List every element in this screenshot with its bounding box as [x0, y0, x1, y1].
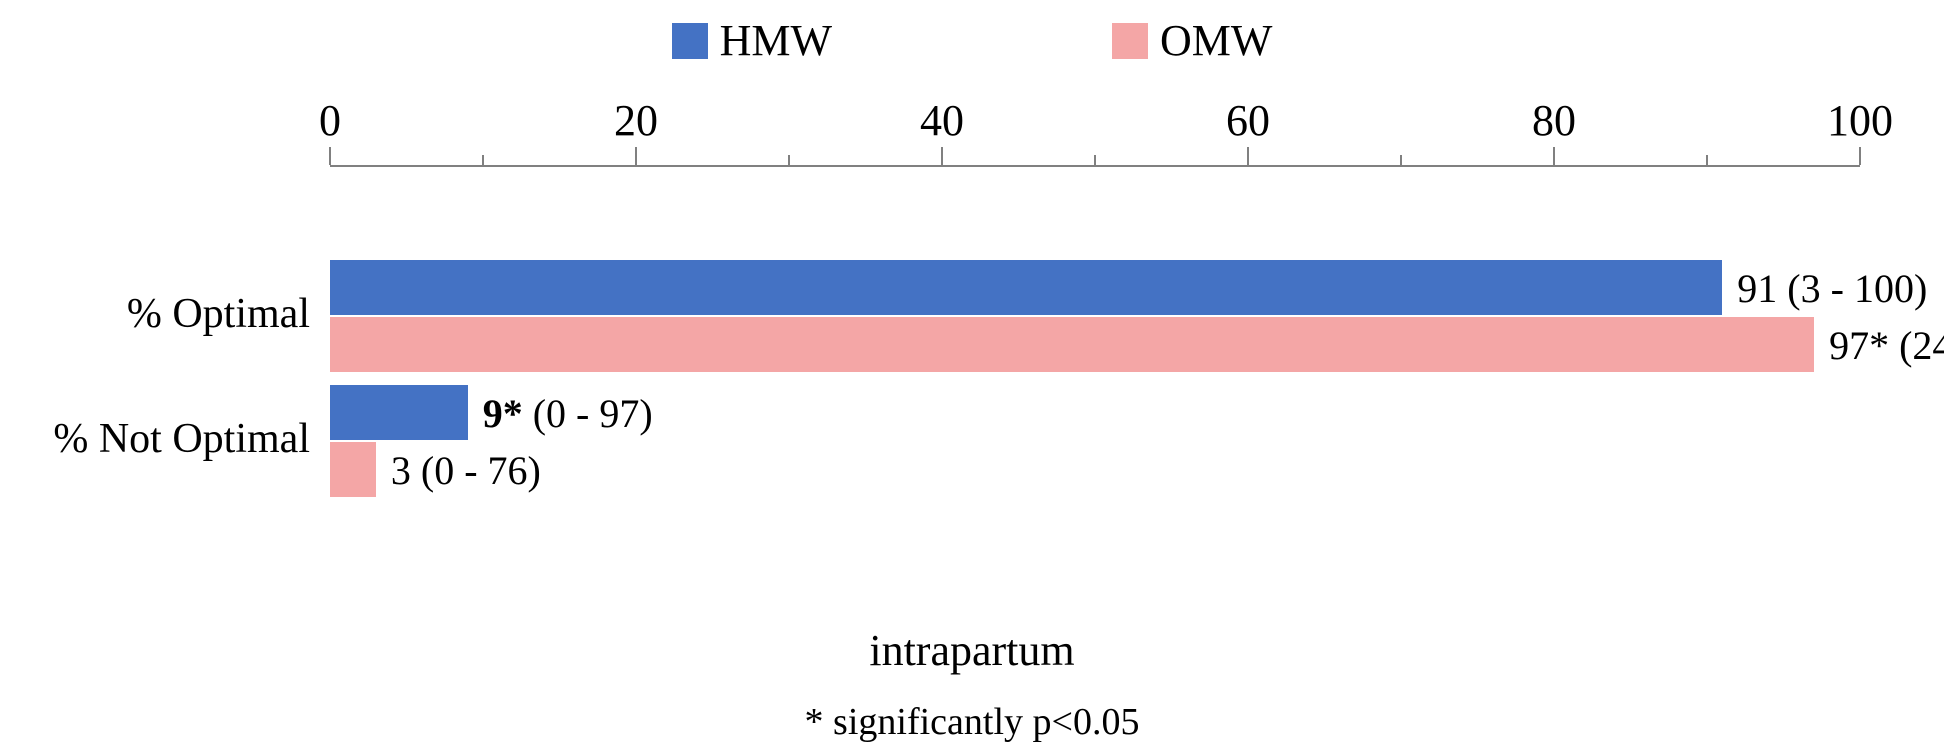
legend-label-omw: OMW	[1160, 15, 1272, 66]
bar-label-notoptimal-hmw: 9* (0 - 97)	[483, 390, 653, 437]
tick-minor	[1094, 155, 1096, 165]
category-label-not-optimal: % Not Optimal	[20, 415, 310, 463]
legend-item-hmw: HMW	[672, 15, 832, 66]
tick-label: 60	[1226, 95, 1270, 146]
tick-label: 100	[1827, 95, 1893, 146]
x-axis-title: intrapartum	[0, 625, 1944, 676]
bar-label-bold: 9*	[483, 391, 523, 436]
legend-item-omw: OMW	[1112, 15, 1272, 66]
tick-major	[1553, 147, 1555, 165]
tick-major	[635, 147, 637, 165]
legend-swatch-omw	[1112, 23, 1148, 59]
tick-major	[941, 147, 943, 165]
tick-label: 40	[920, 95, 964, 146]
tick-minor	[1706, 155, 1708, 165]
tick-minor	[1400, 155, 1402, 165]
tick-minor	[788, 155, 790, 165]
bar-label-notoptimal-omw: 3 (0 - 76)	[391, 447, 541, 494]
tick-label: 0	[319, 95, 341, 146]
legend-swatch-hmw	[672, 23, 708, 59]
plot-area: 020406080100 % Optimal % Not Optimal 91 …	[330, 90, 1860, 570]
footnote: * significantly p<0.05	[0, 700, 1944, 744]
tick-major	[1859, 147, 1861, 165]
bar-label-optimal-omw: 97* (24 - 100)	[1829, 322, 1944, 369]
bar-optimal-omw	[330, 317, 1814, 372]
tick-label: 80	[1532, 95, 1576, 146]
bar-optimal-hmw	[330, 260, 1722, 315]
bar-notoptimal-hmw	[330, 385, 468, 440]
x-axis-line	[330, 165, 1860, 167]
legend-label-hmw: HMW	[720, 15, 832, 66]
legend: HMW OMW	[0, 15, 1944, 66]
chart-container: HMW OMW 0 20 40 60 80 100 % Optimal % Not Opt…	[0, 0, 1944, 749]
bar-notoptimal-omw	[330, 442, 376, 497]
tick-major	[329, 147, 331, 165]
bar-label-rest: (0 - 97)	[523, 391, 653, 436]
category-label-optimal: % Optimal	[20, 290, 310, 338]
tick-minor	[482, 155, 484, 165]
tick-label: 20	[614, 95, 658, 146]
tick-major	[1247, 147, 1249, 165]
bar-label-optimal-hmw: 91 (3 - 100)	[1737, 265, 1927, 312]
